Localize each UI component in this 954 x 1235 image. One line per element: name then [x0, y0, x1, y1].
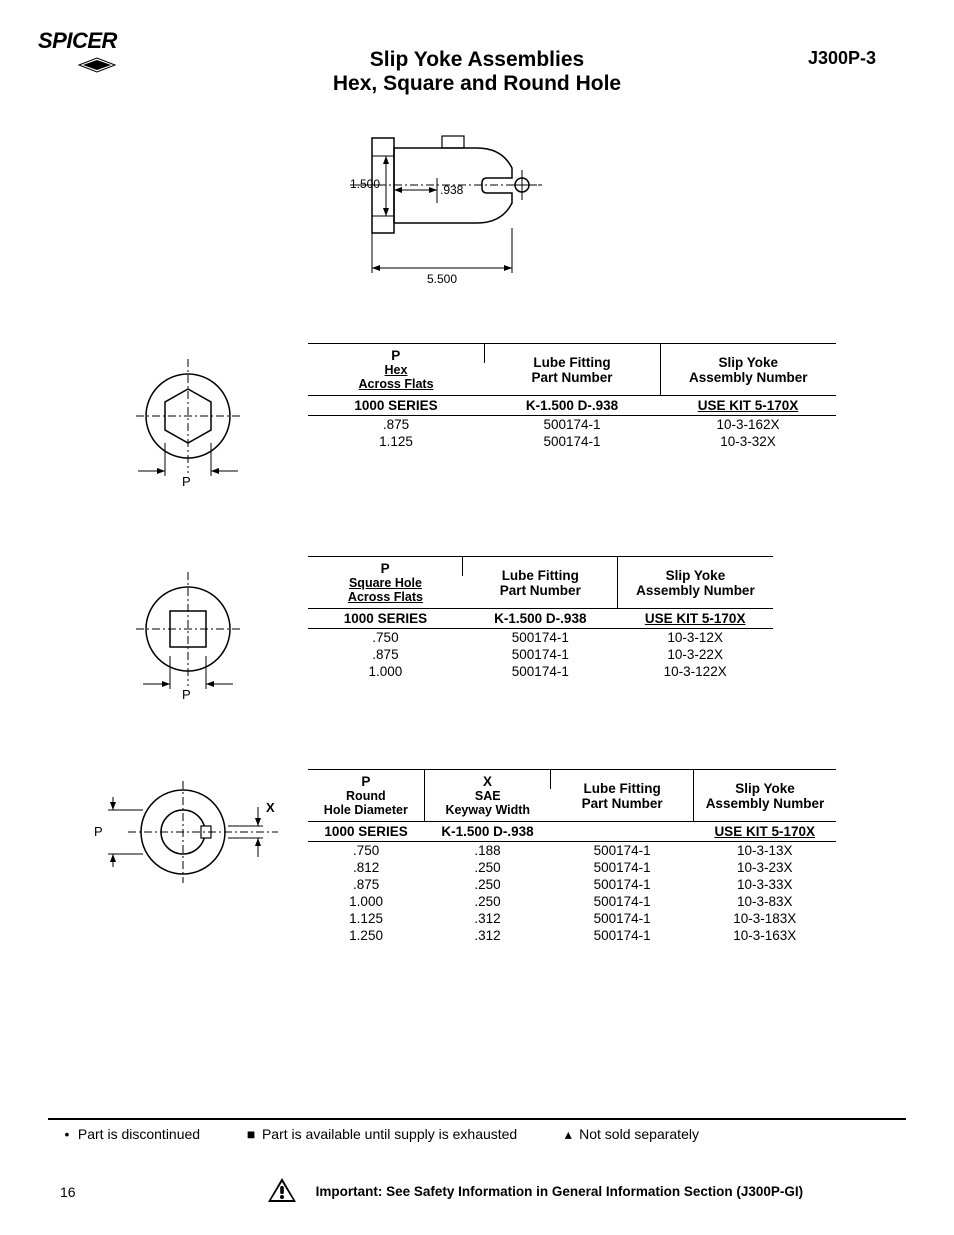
col-p: P: [308, 770, 424, 790]
col-p: P: [308, 344, 484, 364]
col-p-sub: Round Hole Diameter: [308, 789, 424, 822]
page-title-1: Slip Yoke Assemblies: [48, 48, 906, 72]
kit: USE KIT 5-170X: [660, 396, 836, 416]
legend-discontinued: • Part is discontinued: [60, 1126, 200, 1143]
col-assy: Slip Yoke Assembly Number: [693, 770, 836, 822]
dim-length: 5.500: [427, 272, 457, 286]
square-section: P P Lube Fitting Part Number Slip Yoke A…: [48, 556, 906, 709]
page-header: Slip Yoke Assemblies Hex, Square and Rou…: [48, 48, 906, 96]
dim-height: 1.500: [350, 177, 380, 191]
kd: K-1.500 D-.938: [484, 396, 660, 416]
series: 1000 SERIES: [308, 822, 424, 842]
hex-table: P Lube Fitting Part Number Slip Yoke Ass…: [308, 343, 836, 450]
series: 1000 SERIES: [308, 396, 484, 416]
footer-rule: [48, 1118, 906, 1120]
round-section: P X P X Lube Fitting Part Number Slip Yo…: [48, 769, 906, 944]
svg-text:P: P: [182, 474, 191, 489]
col-p: P: [308, 557, 463, 577]
dim-d: .938: [440, 183, 464, 197]
document-code: J300P-3: [808, 48, 876, 69]
legend-notsold: ▴ Not sold separately: [561, 1126, 699, 1143]
square-table: P Lube Fitting Part Number Slip Yoke Ass…: [308, 556, 773, 680]
svg-text:X: X: [266, 800, 275, 815]
col-lube: Lube Fitting Part Number: [484, 344, 660, 396]
hex-diagram: P: [48, 343, 308, 496]
col-assy: Slip Yoke Assembly Number: [618, 557, 773, 609]
series: 1000 SERIES: [308, 609, 463, 629]
col-x: X: [424, 770, 551, 790]
svg-text:P: P: [182, 687, 191, 702]
round-diagram: P X: [48, 769, 308, 902]
kit: USE KIT 5-170X: [618, 609, 773, 629]
round-table: P X Lube Fitting Part Number Slip Yoke A…: [308, 769, 836, 944]
brand-logo: SPICER: [38, 28, 117, 79]
page-title-2: Hex, Square and Round Hole: [48, 72, 906, 96]
kd: K-1.500 D-.938: [463, 609, 618, 629]
kit: USE KIT 5-170X: [693, 822, 836, 842]
col-assy: Slip Yoke Assembly Number: [660, 344, 836, 396]
col-x-sub: SAE Keyway Width: [424, 789, 551, 822]
brand-name: SPICER: [38, 28, 117, 54]
col-p-sub: Square Hole Across Flats: [308, 576, 463, 609]
footer-legend: • Part is discontinued ■ Part is availab…: [60, 1126, 906, 1143]
square-diagram: P: [48, 556, 308, 709]
col-lube: Lube Fitting Part Number: [463, 557, 618, 609]
hex-section: P P Lube Fitting Part Number Slip Yoke A…: [48, 343, 906, 496]
col-p-sub: Hex Across Flats: [308, 363, 484, 396]
warning-icon: [266, 1176, 298, 1207]
main-yoke-diagram: 1.500 .938 5.500: [48, 128, 906, 303]
svg-text:P: P: [94, 824, 103, 839]
legend-available: ■ Part is available until supply is exha…: [244, 1126, 517, 1143]
page-footer: 16 Important: See Safety Information in …: [60, 1176, 906, 1207]
page-number: 16: [60, 1184, 76, 1200]
col-lube: Lube Fitting Part Number: [551, 770, 694, 822]
important-text: Important: See Safety Information in Gen…: [316, 1184, 804, 1199]
kd: K-1.500 D-.938: [424, 822, 551, 842]
dana-icon: [38, 56, 117, 79]
